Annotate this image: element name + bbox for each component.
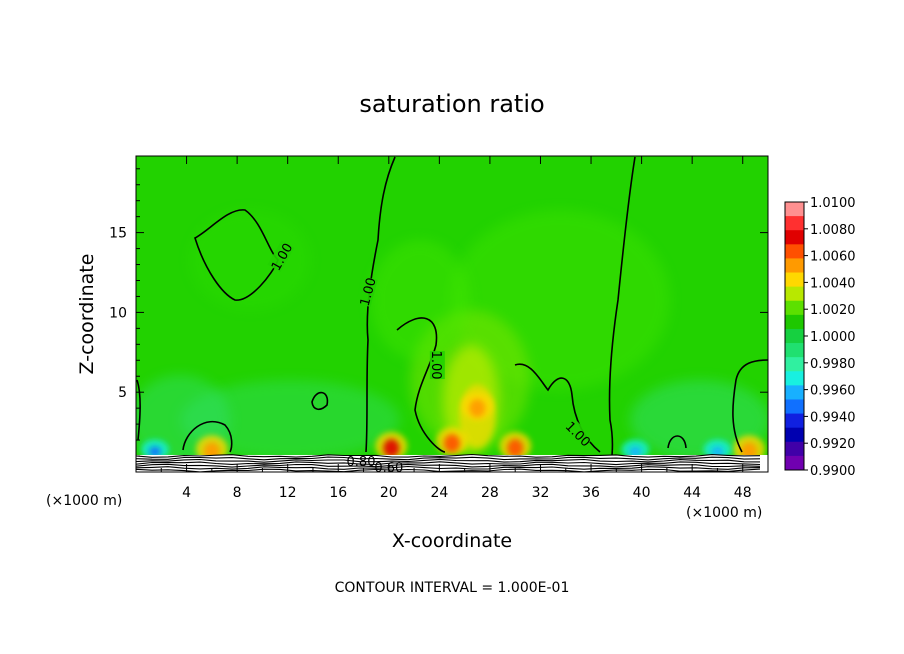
contour-label-gap <box>267 240 295 273</box>
colorbar-swatch <box>785 202 804 217</box>
x-tick-label: 44 <box>683 485 701 501</box>
colorbar-swatch <box>785 371 804 386</box>
colorbar-swatch <box>785 399 804 415</box>
contour-line-small-loop-14 <box>311 391 329 411</box>
colorbar-swatch <box>785 357 804 372</box>
contour-label-gap <box>355 276 378 307</box>
field-hot-core <box>444 434 460 453</box>
x-tick-label: 40 <box>633 485 651 501</box>
colorbar-label: 0.9960 <box>810 384 856 399</box>
ground-contour-line <box>136 461 761 466</box>
colorbar-swatch <box>785 413 804 429</box>
colorbar-swatch <box>785 216 804 231</box>
contour-label: 0.80 <box>347 455 376 470</box>
colorbar-label: 0.9940 <box>810 410 856 425</box>
field-cold-core <box>629 446 642 457</box>
field-cold-core <box>711 446 724 457</box>
y-tick-label: 15 <box>109 226 127 242</box>
contour-line-small-bump-43 <box>667 435 687 449</box>
x-tick-label: 48 <box>734 485 752 501</box>
field-cold-core <box>148 446 161 457</box>
y-tick-label: 10 <box>109 305 127 321</box>
x-axis-title: X-coordinate <box>392 530 512 552</box>
x-unit-right: (×1000 m) <box>686 505 762 521</box>
x-tick-label: 4 <box>182 485 191 501</box>
x-tick-label: 20 <box>380 485 398 501</box>
field-hot-core <box>383 439 400 458</box>
chart-title: saturation ratio <box>359 90 544 118</box>
field-shading-blob <box>180 380 400 460</box>
field-hot-core <box>469 399 486 418</box>
y-axis: 5 10 15 <box>109 168 768 457</box>
colorbar-label: 1.0100 <box>810 196 856 211</box>
field-hot-core <box>507 439 524 458</box>
y-tick-label: 5 <box>118 385 127 401</box>
colorbar-swatch <box>785 230 804 245</box>
contour-label: 1.00 <box>428 351 445 380</box>
x-tick-label: 36 <box>582 485 600 501</box>
contour-line-column-24 <box>396 317 446 453</box>
colorbar-label: 1.0000 <box>810 330 856 345</box>
colorbar-swatch <box>785 258 804 274</box>
contour-line-small-bump-6 <box>182 420 233 453</box>
colorbar-label: 1.0020 <box>810 303 856 318</box>
x-tick-label: 24 <box>430 485 448 501</box>
ground-contour-line <box>136 458 761 463</box>
x-unit-left: (×1000 m) <box>46 493 122 509</box>
ground-contour-line <box>136 456 761 461</box>
contour-label-text: 0.80 <box>347 455 376 470</box>
colorbar-swatch <box>785 272 804 288</box>
ground-contours <box>136 453 768 472</box>
contour-interval-note: CONTOUR INTERVAL = 1.000E-01 <box>335 580 570 596</box>
contour-label-text: 1.00 <box>358 276 380 308</box>
colorbar-swatch <box>785 385 804 400</box>
colorbar-swatch <box>785 244 804 259</box>
colorbar-swatch <box>785 314 804 330</box>
plot-frame <box>135 155 769 473</box>
y-axis-title: Z-coordinate <box>76 254 98 375</box>
contour-line-right-lobe <box>732 359 768 453</box>
colorbar-swatch <box>785 441 804 457</box>
x-tick-label: 16 <box>329 485 347 501</box>
contour-label: 1.00 <box>355 276 380 308</box>
contour-label-text: 1.00 <box>428 351 443 380</box>
colorbar-swatch <box>785 286 804 302</box>
colorbar-label: 0.9900 <box>810 464 856 479</box>
field-shading-blob <box>370 240 470 360</box>
colorbar-swatch <box>785 455 804 471</box>
ground-contour-line <box>136 465 761 470</box>
colorbar-label: 0.9980 <box>810 357 856 372</box>
plot-area: 1.001.001.001.000.800.60 <box>136 156 768 472</box>
colorbar-label: 1.0080 <box>810 223 856 238</box>
x-tick-label: 28 <box>481 485 499 501</box>
contour-label-gap <box>429 351 445 380</box>
field-shading <box>136 210 768 465</box>
ground-contour-line <box>136 453 761 458</box>
colorbar-label: 1.0060 <box>810 250 856 265</box>
colorbar-label: 1.0040 <box>810 276 856 291</box>
colorbar-swatch <box>785 343 804 358</box>
x-tick-label: 32 <box>532 485 550 501</box>
x-tick-label: 8 <box>233 485 242 501</box>
x-tick-label: 12 <box>279 485 297 501</box>
colorbar-swatch <box>785 328 804 344</box>
contour-label-gap <box>563 418 594 449</box>
colorbar: 1.0100 1.0080 1.0060 1.0040 1.0020 1.0000 0.99… <box>784 196 856 479</box>
x-axis: 4 8 12 16 20 24 28 32 36 40 44 48 <box>160 156 752 501</box>
contour-line-column-37 <box>608 156 636 457</box>
contour-line-left-edge <box>136 379 141 441</box>
colorbar-swatch <box>785 300 804 316</box>
ground-contour-line <box>136 463 761 468</box>
colorbar-swatch <box>785 427 804 443</box>
field-shading-blob <box>190 210 310 310</box>
colorbar-label: 0.9920 <box>810 437 856 452</box>
